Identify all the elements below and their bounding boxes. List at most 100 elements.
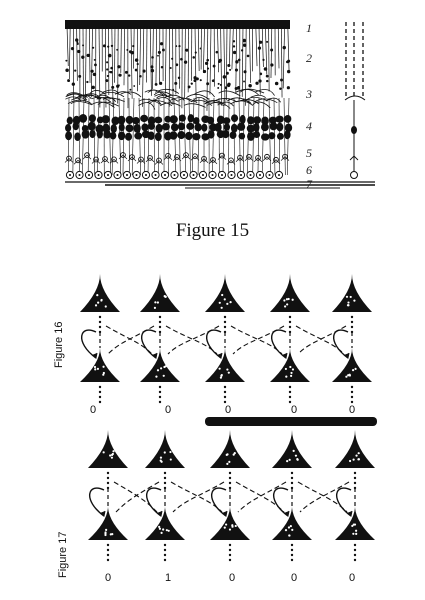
lower-pyramidal-neuron — [210, 506, 250, 562]
receptor-nucleus — [175, 63, 179, 67]
isolated-ganglion — [350, 171, 358, 179]
cell-speckle — [226, 368, 229, 371]
amacrine-cell — [147, 155, 153, 161]
pyramid-cell-body — [140, 348, 180, 382]
figure-17-neuron-network — [88, 430, 375, 562]
cell-speckle — [347, 301, 350, 304]
axon-dot — [228, 471, 232, 475]
lower-pyramidal-neuron — [332, 348, 372, 404]
amacrine-cell — [156, 157, 162, 164]
receptor-nucleus — [174, 81, 178, 85]
receptor-rod — [130, 25, 133, 99]
axon-dot — [158, 390, 162, 394]
pyramid-cell-body — [335, 506, 375, 540]
cell-speckle — [292, 449, 295, 452]
receptor-rod — [76, 25, 78, 81]
cell-speckle — [169, 450, 172, 454]
cell-speckle — [294, 454, 298, 457]
axon-dot — [350, 325, 354, 329]
cell-speckle — [291, 368, 295, 371]
bipolar-cell-body — [177, 131, 186, 140]
horizontal-process — [235, 89, 259, 96]
ganglion-nucleus — [164, 174, 166, 176]
horizontal-process — [265, 97, 281, 103]
bipolar-cell-body — [109, 131, 117, 140]
axon-dot — [228, 543, 232, 547]
receptor-nucleus — [92, 72, 97, 77]
upper-pyramidal-neuron — [272, 430, 312, 490]
bipolar-cell-body — [74, 132, 81, 141]
receptor-nucleus — [91, 85, 95, 90]
receptor-nucleus — [76, 42, 79, 45]
receptor-nucleus — [229, 68, 232, 71]
receptor-nucleus — [109, 70, 113, 74]
receptor-rod — [231, 25, 234, 70]
bipolar-cell-body — [169, 131, 178, 140]
lower-pyramidal-neuron — [272, 506, 312, 562]
axon-dot — [163, 543, 167, 547]
horizontal-process — [240, 88, 265, 94]
horizontal-process — [218, 90, 241, 97]
axon-dot — [98, 400, 102, 404]
figure-16-activity-values: 0 0 0 0 0 — [90, 404, 355, 416]
receptor-nucleus — [82, 44, 85, 47]
receptor-rod — [265, 25, 268, 75]
figure-15-retina-drawing — [64, 20, 375, 189]
bipolar-cell-body — [147, 116, 156, 125]
receptor-nucleus — [215, 50, 219, 54]
cell-speckle — [110, 456, 114, 459]
horizontal-process — [184, 103, 206, 108]
receptor-rod — [268, 25, 270, 92]
pyramid-cell-body — [145, 506, 185, 540]
cell-speckle — [158, 527, 162, 530]
receptor-nucleus — [270, 63, 274, 67]
axon-dot — [350, 390, 354, 394]
cell-speckle — [345, 375, 348, 378]
pyramid-cell-body — [272, 506, 312, 540]
receptor-rod — [90, 25, 93, 98]
amacrine-cell — [75, 157, 81, 164]
ganglion-nucleus — [135, 174, 138, 176]
receptor-nucleus — [124, 70, 128, 74]
ganglion-nucleus — [145, 174, 147, 176]
isolated-cell-body — [351, 126, 357, 134]
receptor-nucleus — [76, 41, 79, 44]
bipolar-cell-body — [125, 132, 133, 141]
bipolar-cell-body — [253, 123, 260, 132]
amacrine-cell — [84, 152, 90, 159]
arrowhead — [99, 510, 106, 517]
bipolar-cell-body — [192, 133, 201, 141]
axon-dot — [228, 481, 232, 485]
amacrine-branch — [64, 158, 74, 163]
receptor-rod — [220, 25, 223, 106]
receptor-nucleus — [78, 74, 82, 78]
cell-speckle — [156, 369, 160, 372]
receptor-nucleus — [90, 69, 94, 73]
cell-speckle — [229, 301, 232, 304]
bipolar-cell-body — [276, 132, 284, 140]
axon-dot — [290, 481, 294, 485]
bipolar-cell-body — [284, 114, 292, 123]
receptor-nucleus — [128, 74, 131, 77]
axon-dot — [353, 548, 357, 552]
ganglion-nucleus — [154, 174, 157, 176]
receptor-rod — [281, 25, 283, 98]
cross-connection — [299, 481, 350, 513]
lower-pyramidal-neuron — [335, 506, 375, 562]
receptor-nucleus — [219, 83, 222, 86]
amacrine-branch — [271, 159, 281, 165]
cross-connection — [170, 481, 223, 513]
bipolar-cell-body — [207, 130, 215, 139]
amacrine-cell — [210, 157, 216, 163]
axon-dot — [353, 481, 357, 485]
receptor-nucleus — [180, 57, 183, 61]
receptor-nucleus — [160, 65, 164, 69]
cell-speckle — [349, 295, 352, 299]
receptor-nucleus — [157, 54, 159, 57]
receptor-rod — [270, 25, 273, 78]
axon-dot — [163, 476, 167, 480]
horizontal-process — [254, 89, 275, 96]
axon-dot — [223, 390, 227, 394]
receptor-nucleus — [107, 45, 110, 48]
receptor-nucleus — [232, 40, 236, 43]
